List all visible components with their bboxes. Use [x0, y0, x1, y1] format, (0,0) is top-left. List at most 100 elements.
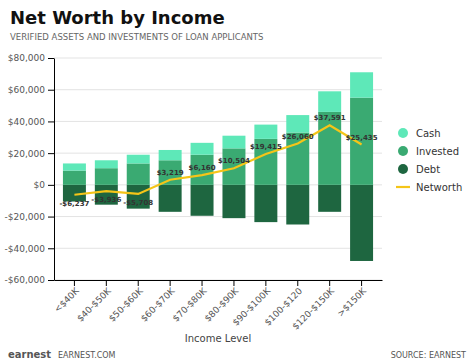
- grid: [54, 58, 382, 280]
- tick-label: >$150K: [335, 285, 369, 319]
- tick-mark: [202, 280, 203, 286]
- tick-mark: [265, 280, 266, 286]
- subtitle: VERIFIED ASSETS AND INVESTMENTS OF LOAN …: [10, 32, 263, 42]
- title: Net Worth by Income: [10, 7, 225, 28]
- tick-label: $0: [34, 180, 46, 190]
- annotation: earnest: [8, 349, 51, 360]
- tick-mark: [48, 217, 54, 218]
- grid-line: [54, 248, 382, 249]
- line: [74, 125, 361, 194]
- y-tick: $60,000: [8, 85, 54, 95]
- tick-mark: [297, 280, 298, 286]
- bar: [159, 185, 182, 212]
- legend-item: Networth: [396, 182, 462, 193]
- x-tick: $120-$150K: [290, 280, 337, 332]
- legend-swatch: [398, 128, 408, 138]
- bar: [95, 168, 118, 185]
- legend-label: Invested: [416, 146, 459, 157]
- tick-label: <$40K: [52, 285, 81, 314]
- legend-label: Cash: [416, 128, 441, 139]
- annotation: SOURCE: EARNEST: [391, 351, 466, 360]
- tick-label: $20,000: [8, 149, 45, 159]
- bar: [286, 115, 309, 132]
- tick-mark: [329, 280, 330, 286]
- grid-line: [54, 280, 382, 281]
- bar: [191, 143, 214, 155]
- bar: [95, 160, 118, 168]
- y-tick: $0: [34, 180, 54, 190]
- tick-label: -$20,000: [5, 212, 46, 222]
- tick-mark: [48, 248, 54, 249]
- bar: [286, 185, 309, 225]
- data-label: $37,591: [314, 114, 346, 122]
- tick-label: $120-$150K: [290, 285, 337, 332]
- x-label: Income Level: [185, 333, 251, 344]
- y-tick: $80,000: [8, 53, 54, 63]
- bar: [191, 185, 214, 216]
- tick-mark: [48, 90, 54, 91]
- bar: [222, 185, 245, 218]
- tick-label: -$40,000: [5, 244, 46, 254]
- tick-mark: [48, 280, 54, 281]
- y-tick: $40,000: [8, 117, 54, 127]
- data-label: $19,415: [250, 143, 282, 151]
- grid-line: [54, 89, 382, 90]
- x-tick: <$40K: [52, 280, 81, 315]
- tick-label: -$60,000: [5, 275, 46, 285]
- y-tick: $20,000: [8, 149, 54, 159]
- legend-item: Invested: [398, 146, 459, 157]
- data-label: $26,060: [282, 133, 314, 141]
- data-label: -$5,708: [123, 199, 153, 207]
- tick-mark: [74, 280, 75, 286]
- axis-line: [55, 280, 383, 281]
- tick-mark: [138, 280, 139, 286]
- data-label: -$3,936: [91, 196, 121, 204]
- bar: [127, 163, 150, 184]
- footer: earnest EARNEST.COM SOURCE: EARNEST: [8, 349, 466, 360]
- bar: [127, 155, 150, 164]
- tick-label: $80,000: [8, 53, 45, 63]
- legend-swatch: [398, 164, 408, 174]
- tick-mark: [48, 185, 54, 186]
- grid-line: [54, 216, 382, 217]
- data-label: $3,219: [157, 169, 184, 177]
- legend-label: Debt: [416, 164, 440, 175]
- chart: Net Worth by Income VERIFIED ASSETS AND I…: [0, 0, 474, 364]
- tick-mark: [48, 58, 54, 59]
- tick-mark: [48, 153, 54, 154]
- bar: [350, 185, 373, 261]
- legend-item: Debt: [398, 164, 440, 175]
- bar: [318, 112, 341, 185]
- tick-label: $40,000: [8, 117, 45, 127]
- bar: [222, 136, 245, 149]
- tick-mark: [106, 280, 107, 286]
- legend-swatch: [396, 186, 410, 188]
- legend: Cash Invested Debt Networth: [396, 128, 462, 193]
- legend-item: Cash: [398, 128, 441, 139]
- data-label: -$6,237: [59, 200, 89, 208]
- plot-area: [63, 72, 373, 261]
- y-tick: -$40,000: [5, 244, 54, 254]
- bar: [222, 148, 245, 184]
- x-axis: <$40K$40-$50K$50-$60K$60-$70K$70-$80K$80…: [52, 280, 382, 332]
- legend-swatch: [398, 146, 408, 156]
- tick-mark: [233, 280, 234, 286]
- bar: [63, 163, 86, 170]
- tick-mark: [361, 280, 362, 286]
- tick-mark: [170, 280, 171, 286]
- bar-series: [63, 185, 373, 261]
- legend-label: Networth: [416, 182, 462, 193]
- annotation: EARNEST.COM: [58, 351, 116, 360]
- data-label: $6,160: [189, 164, 216, 172]
- data-label: $25,435: [346, 134, 378, 142]
- tick-label: $60,000: [8, 85, 45, 95]
- tick-mark: [48, 121, 54, 122]
- bar: [63, 171, 86, 185]
- data-labels: -$6,237-$3,936-$5,708$3,219$6,160$10,504…: [59, 114, 377, 207]
- bar: [318, 185, 341, 212]
- grid-line: [54, 58, 382, 59]
- y-tick: -$60,000: [5, 275, 54, 285]
- bar: [254, 125, 277, 139]
- y-axis: -$60,000 -$40,000 -$20,000 $0 $20,000 $40,000…: [5, 53, 55, 285]
- x-tick: >$150K: [335, 280, 369, 319]
